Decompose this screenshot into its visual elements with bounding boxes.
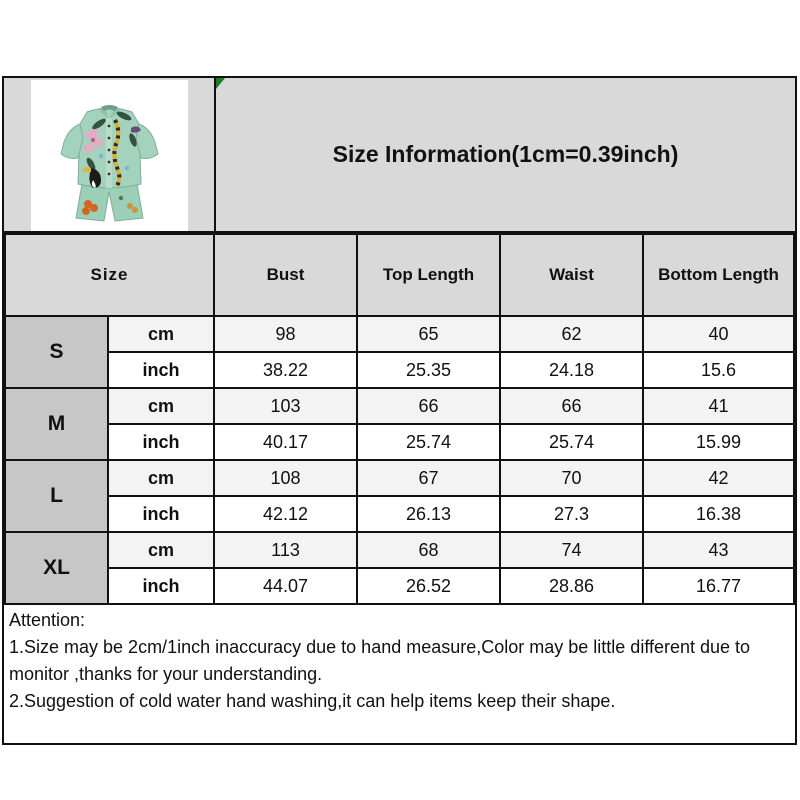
cell-value: 43 — [642, 531, 795, 569]
unit-label-inch: inch — [107, 567, 215, 605]
size-info-title: Size Information(1cm=0.39inch) — [332, 141, 679, 167]
size-table: Size Bust Top Length Waist Bottom Length… — [4, 233, 795, 605]
cell-value: 15.6 — [642, 351, 795, 389]
cell-value: 113 — [213, 531, 358, 569]
unit-label-cm: cm — [107, 387, 215, 425]
table-row: S cm 98 65 62 40 — [4, 315, 795, 389]
unit-label-inch: inch — [107, 495, 215, 533]
table-header-row: Size Bust Top Length Waist Bottom Length — [4, 233, 795, 317]
cell-value: 70 — [499, 459, 644, 497]
cell-value: 40.17 — [213, 423, 358, 461]
cell-value: 66 — [356, 387, 501, 425]
cell-value: 25.74 — [499, 423, 644, 461]
cell-value: 16.38 — [642, 495, 795, 533]
cell-value: 66 — [499, 387, 644, 425]
cell-value: 28.86 — [499, 567, 644, 605]
table-row: M cm 103 66 66 41 — [4, 387, 795, 461]
green-corner-marker-icon — [216, 78, 225, 89]
size-column-header: Size — [4, 233, 215, 317]
cell-value: 15.99 — [642, 423, 795, 461]
table-row: XL cm 113 68 74 43 — [4, 531, 795, 605]
cell-value: 42 — [642, 459, 795, 497]
cell-value: 41 — [642, 387, 795, 425]
column-header-waist: Waist — [499, 233, 644, 317]
cell-value: 65 — [356, 315, 501, 353]
unit-label-cm: cm — [107, 459, 215, 497]
cell-value: 67 — [356, 459, 501, 497]
cell-value: 38.22 — [213, 351, 358, 389]
cell-value: 42.12 — [213, 495, 358, 533]
cell-value: 40 — [642, 315, 795, 353]
table-row: inch 40.17 25.74 25.74 15.99 — [5, 423, 795, 461]
column-header-bust: Bust — [213, 233, 358, 317]
cell-value: 74 — [499, 531, 644, 569]
cell-value: 24.18 — [499, 351, 644, 389]
cell-value: 44.07 — [213, 567, 358, 605]
cell-value: 108 — [213, 459, 358, 497]
attention-note-1: 1.Size may be 2cm/1inch inaccuracy due t… — [9, 637, 756, 684]
column-header-top-length: Top Length — [356, 233, 501, 317]
size-label-s: S — [4, 315, 109, 389]
product-photo-cell — [4, 78, 216, 231]
table-row: inch 42.12 26.13 27.3 16.38 — [5, 495, 795, 533]
cell-value: 98 — [213, 315, 358, 353]
unit-label-inch: inch — [107, 351, 215, 389]
floral-shirt-illustration — [60, 105, 159, 222]
size-info-header-cell: Size Information(1cm=0.39inch) — [216, 78, 795, 231]
cell-value: 27.3 — [499, 495, 644, 533]
top-band: Size Information(1cm=0.39inch) — [4, 78, 795, 233]
unit-label-cm: cm — [107, 531, 215, 569]
cell-value: 25.35 — [356, 351, 501, 389]
cell-value: 62 — [499, 315, 644, 353]
unit-label-cm: cm — [107, 315, 215, 353]
attention-note-2: 2.Suggestion of cold water hand washing,… — [9, 691, 616, 711]
cell-value: 26.13 — [356, 495, 501, 533]
table-row: L cm 108 67 70 42 — [4, 459, 795, 533]
cell-value: 68 — [356, 531, 501, 569]
size-label-xl: XL — [4, 531, 109, 605]
attention-section: Attention: 1.Size may be 2cm/1inch inacc… — [4, 605, 795, 743]
cell-value: 26.52 — [356, 567, 501, 605]
product-image — [31, 80, 188, 231]
size-label-m: M — [4, 387, 109, 461]
size-chart-sheet: Size Information(1cm=0.39inch) Size Bust… — [2, 76, 797, 745]
attention-title: Attention: — [9, 610, 86, 630]
cell-value: 16.77 — [642, 567, 795, 605]
table-row: inch 38.22 25.35 24.18 15.6 — [5, 351, 795, 389]
cell-value: 103 — [213, 387, 358, 425]
cell-value: 25.74 — [356, 423, 501, 461]
table-row: inch 44.07 26.52 28.86 16.77 — [5, 567, 795, 605]
unit-label-inch: inch — [107, 423, 215, 461]
column-header-bottom-length: Bottom Length — [642, 233, 795, 317]
size-label-l: L — [4, 459, 109, 533]
